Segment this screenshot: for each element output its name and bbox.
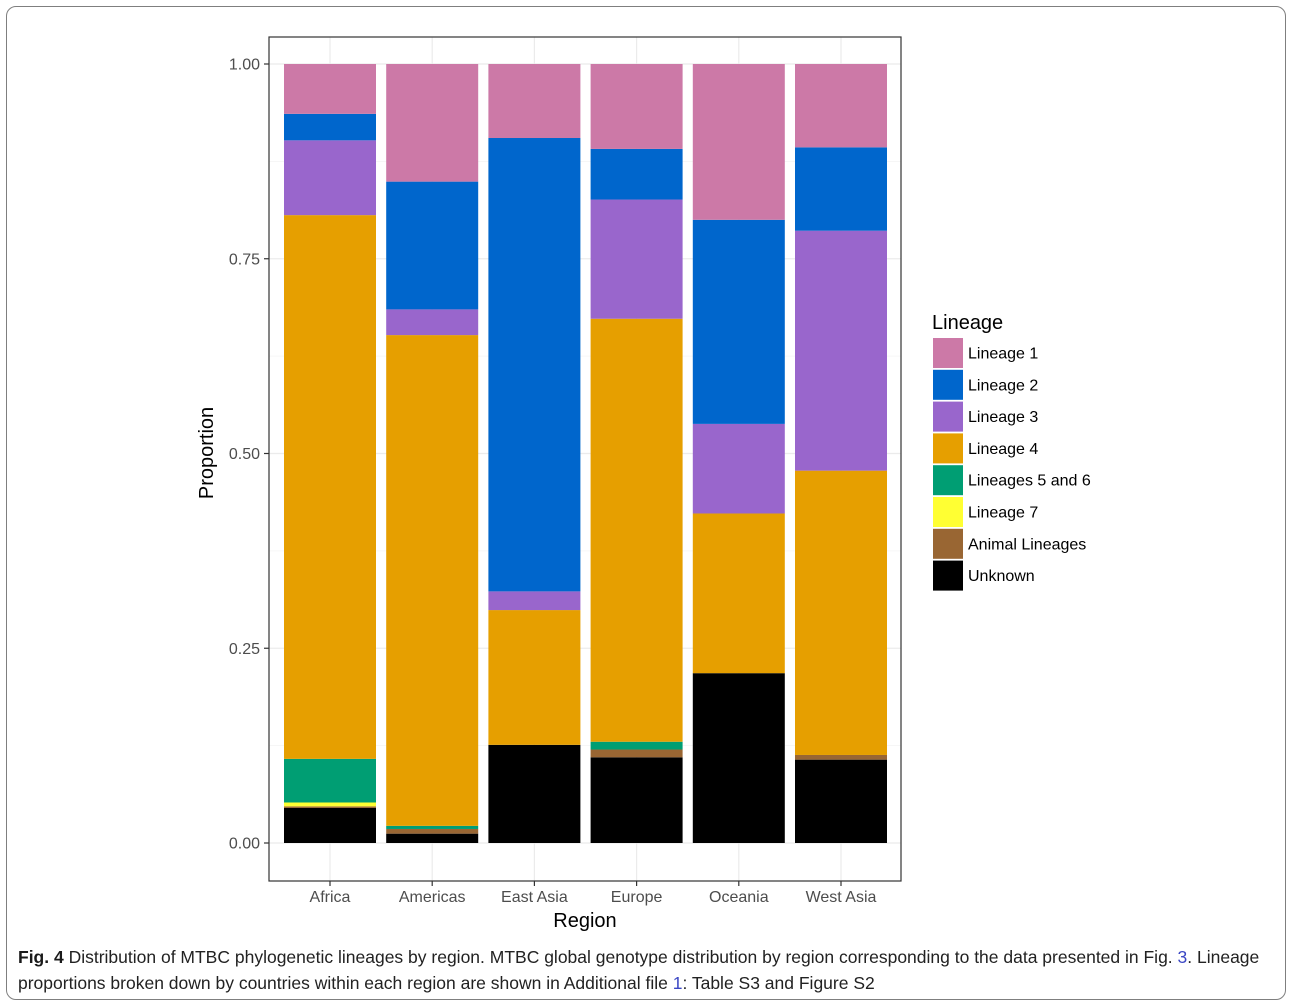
bar-segment-lineage-4 [692, 513, 785, 674]
bar-segment-lineage-1 [590, 64, 683, 149]
bar-segment-unknown [692, 673, 785, 843]
y-tick-label: 0.00 [229, 836, 260, 853]
caption-ref-file[interactable]: 1 [672, 973, 683, 993]
y-tick-label: 1.00 [229, 57, 260, 74]
legend-key-lineage-4 [933, 433, 963, 464]
bar-segment-lineages-5-and-6 [590, 741, 683, 750]
bar-segment-lineage-1 [386, 64, 479, 182]
bar-segment-lineage-2 [692, 219, 785, 424]
legend-key-lineage-3 [933, 401, 963, 432]
bar-segment-lineage-3 [386, 309, 479, 336]
legend-label: Lineage 1 [968, 346, 1038, 363]
bar-segment-animal-lineages [284, 806, 376, 808]
x-tick-label: Africa [310, 889, 351, 906]
bar-segment-lineage-3 [590, 199, 683, 319]
bar-segment-lineage-2 [488, 138, 581, 592]
caption-text-1: Distribution of MTBC phylogenetic lineag… [63, 947, 1178, 967]
y-tick-label: 0.75 [229, 251, 260, 268]
y-tick-label: 0.50 [229, 446, 260, 463]
bar-segment-lineage-7 [284, 802, 376, 807]
legend-label: Lineage 7 [968, 505, 1038, 522]
figure-caption: Fig. 4 Distribution of MTBC phylogenetic… [18, 944, 1270, 996]
x-axis: Africa Americas East Asia Europe Oceania West… [310, 881, 877, 906]
x-tick-label: East Asia [501, 889, 568, 906]
caption-text-2: . Lineage proportions broken down by cou… [18, 947, 1260, 993]
y-axis-title: Proportion [196, 407, 218, 499]
bar-segment-lineage-1 [284, 64, 376, 114]
bar-segment-lineage-2 [284, 113, 376, 141]
x-axis-title: Region [553, 910, 616, 932]
legend-key-lineage-2 [933, 369, 963, 400]
bar-segment-lineage-1 [488, 64, 581, 139]
bar-segment-lineage-2 [590, 148, 683, 200]
bar-segment-lineage-4 [488, 610, 581, 745]
bar-segment-lineage-4 [590, 318, 683, 742]
bar-segment-lineage-2 [386, 181, 479, 310]
bar-segment-unknown [386, 833, 479, 843]
legend-label: Animal Lineages [968, 536, 1086, 553]
bar-segment-lineage-3 [488, 591, 581, 611]
x-tick-label: Americas [399, 889, 466, 906]
legend-label: Unknown [968, 568, 1035, 585]
bar-segment-animal-lineages [795, 754, 887, 760]
legend-title: Lineage [932, 312, 1003, 334]
plot-panel-border [268, 36, 902, 882]
legend-key-lineage-1 [933, 338, 963, 368]
bar-segment-animal-lineages [386, 828, 479, 834]
legend-label: Lineages 5 and 6 [968, 473, 1091, 490]
legend-label: Lineage 2 [968, 377, 1038, 394]
bar-segment-lineage-4 [795, 470, 887, 755]
legend: Lineage Lineage 1 Lineage 2 Lineage 3 Linea… [932, 312, 1091, 591]
y-tick-label: 0.25 [229, 641, 260, 658]
bar-segment-unknown [488, 744, 581, 843]
caption-fig-label: Fig. 4 [18, 947, 64, 967]
bar-segment-lineage-3 [692, 423, 785, 514]
bar-segment-unknown [284, 807, 376, 843]
caption-text-3: : Table S3 and Figure S2 [682, 973, 875, 993]
x-tick-label: Oceania [709, 889, 769, 906]
bar-segment-lineage-4 [386, 335, 479, 826]
bar-segment-unknown [590, 757, 683, 843]
bar-segment-lineages-5-and-6 [386, 825, 479, 829]
y-axis: 0.00 0.25 0.50 0.75 1.00 [229, 57, 269, 853]
legend-key-lineage-7 [933, 497, 963, 527]
legend-key-unknown [933, 560, 963, 591]
x-tick-label: West Asia [806, 889, 877, 906]
x-tick-label: Europe [611, 889, 663, 906]
legend-key-lineages-5-and-6 [933, 465, 963, 496]
legend-key-animal-lineages [933, 528, 963, 559]
caption-ref-fig[interactable]: 3 [1177, 947, 1188, 967]
legend-label: Lineage 3 [968, 409, 1038, 426]
bar-segment-lineage-3 [795, 230, 887, 471]
bars [284, 64, 887, 843]
bar-segment-lineage-2 [795, 147, 887, 231]
bar-segment-animal-lineages [590, 749, 683, 758]
bar-segment-lineage-1 [795, 64, 887, 148]
bar-segment-lineages-5-and-6 [284, 758, 376, 803]
bar-segment-lineage-3 [284, 140, 376, 216]
legend-label: Lineage 4 [968, 441, 1038, 458]
bar-segment-lineage-4 [284, 215, 376, 759]
bar-segment-lineage-1 [692, 64, 785, 220]
bar-segment-unknown [795, 759, 887, 843]
